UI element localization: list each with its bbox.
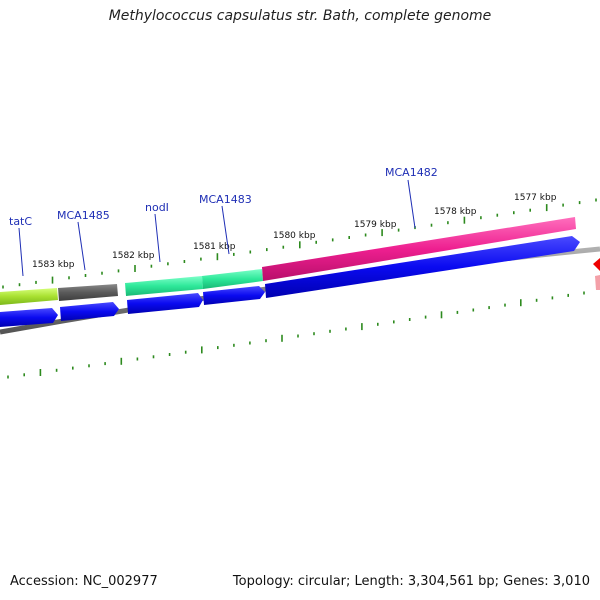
cds-arrow-2[interactable] [60,302,119,321]
leader-line-MCA1483 [221,205,230,255]
kbp-label-1583: 1583 kbp [32,260,75,270]
gene-label-MCA1485[interactable]: MCA1485 [57,209,110,222]
outer-tick-marks [2,198,597,289]
gene-label-MCA1482[interactable]: MCA1482 [385,166,438,179]
map-title: Methylococcus capsulatus str. Bath, comp… [108,8,492,24]
kbp-label-1582: 1582 kbp [112,251,155,261]
inner-tick-marks [7,291,585,379]
gene-labels: tatC MCA1485 nodI MCA1483 MCA1482 [9,166,438,277]
leader-line-MCA1485 [77,221,86,271]
leader-line-tatC [18,227,24,277]
gene-bar-nodI[interactable] [125,276,203,296]
gene-features [0,217,576,305]
cds-arrow-1[interactable] [0,308,58,327]
kbp-label-1578: 1578 kbp [434,207,477,217]
cds-arrow-4[interactable] [203,286,265,305]
genome-summary-text: Topology: circular; Length: 3,304,561 bp… [232,574,590,589]
offscreen-feature-red[interactable] [593,258,600,271]
kbp-label-1577: 1577 kbp [514,193,557,203]
kbp-label-1581: 1581 kbp [193,242,236,252]
gene-label-tatC[interactable]: tatC [9,215,32,228]
gene-label-MCA1483[interactable]: MCA1483 [199,193,252,206]
gene-bar-MCA1482[interactable] [262,217,576,281]
offscreen-feature-pink[interactable] [595,275,600,290]
cds-arrow-3[interactable] [127,293,203,314]
kbp-label-1580: 1580 kbp [273,231,316,241]
kbp-labels: 1583 kbp 1582 kbp 1581 kbp 1580 kbp 1579… [32,193,557,270]
leader-line-MCA1482 [407,179,416,229]
kbp-label-1579: 1579 kbp [354,220,397,230]
gene-bar-MCA1483[interactable] [202,269,263,289]
cds-arrows [0,236,580,327]
gene-bar-tatC[interactable] [0,288,58,305]
leader-line-nodI [154,213,161,263]
cds-arrow-5[interactable] [265,236,580,298]
gene-label-nodI[interactable]: nodI [145,201,169,214]
gene-bar-MCA1485[interactable] [58,284,118,301]
accession-text: Accession: NC_002977 [10,574,158,589]
